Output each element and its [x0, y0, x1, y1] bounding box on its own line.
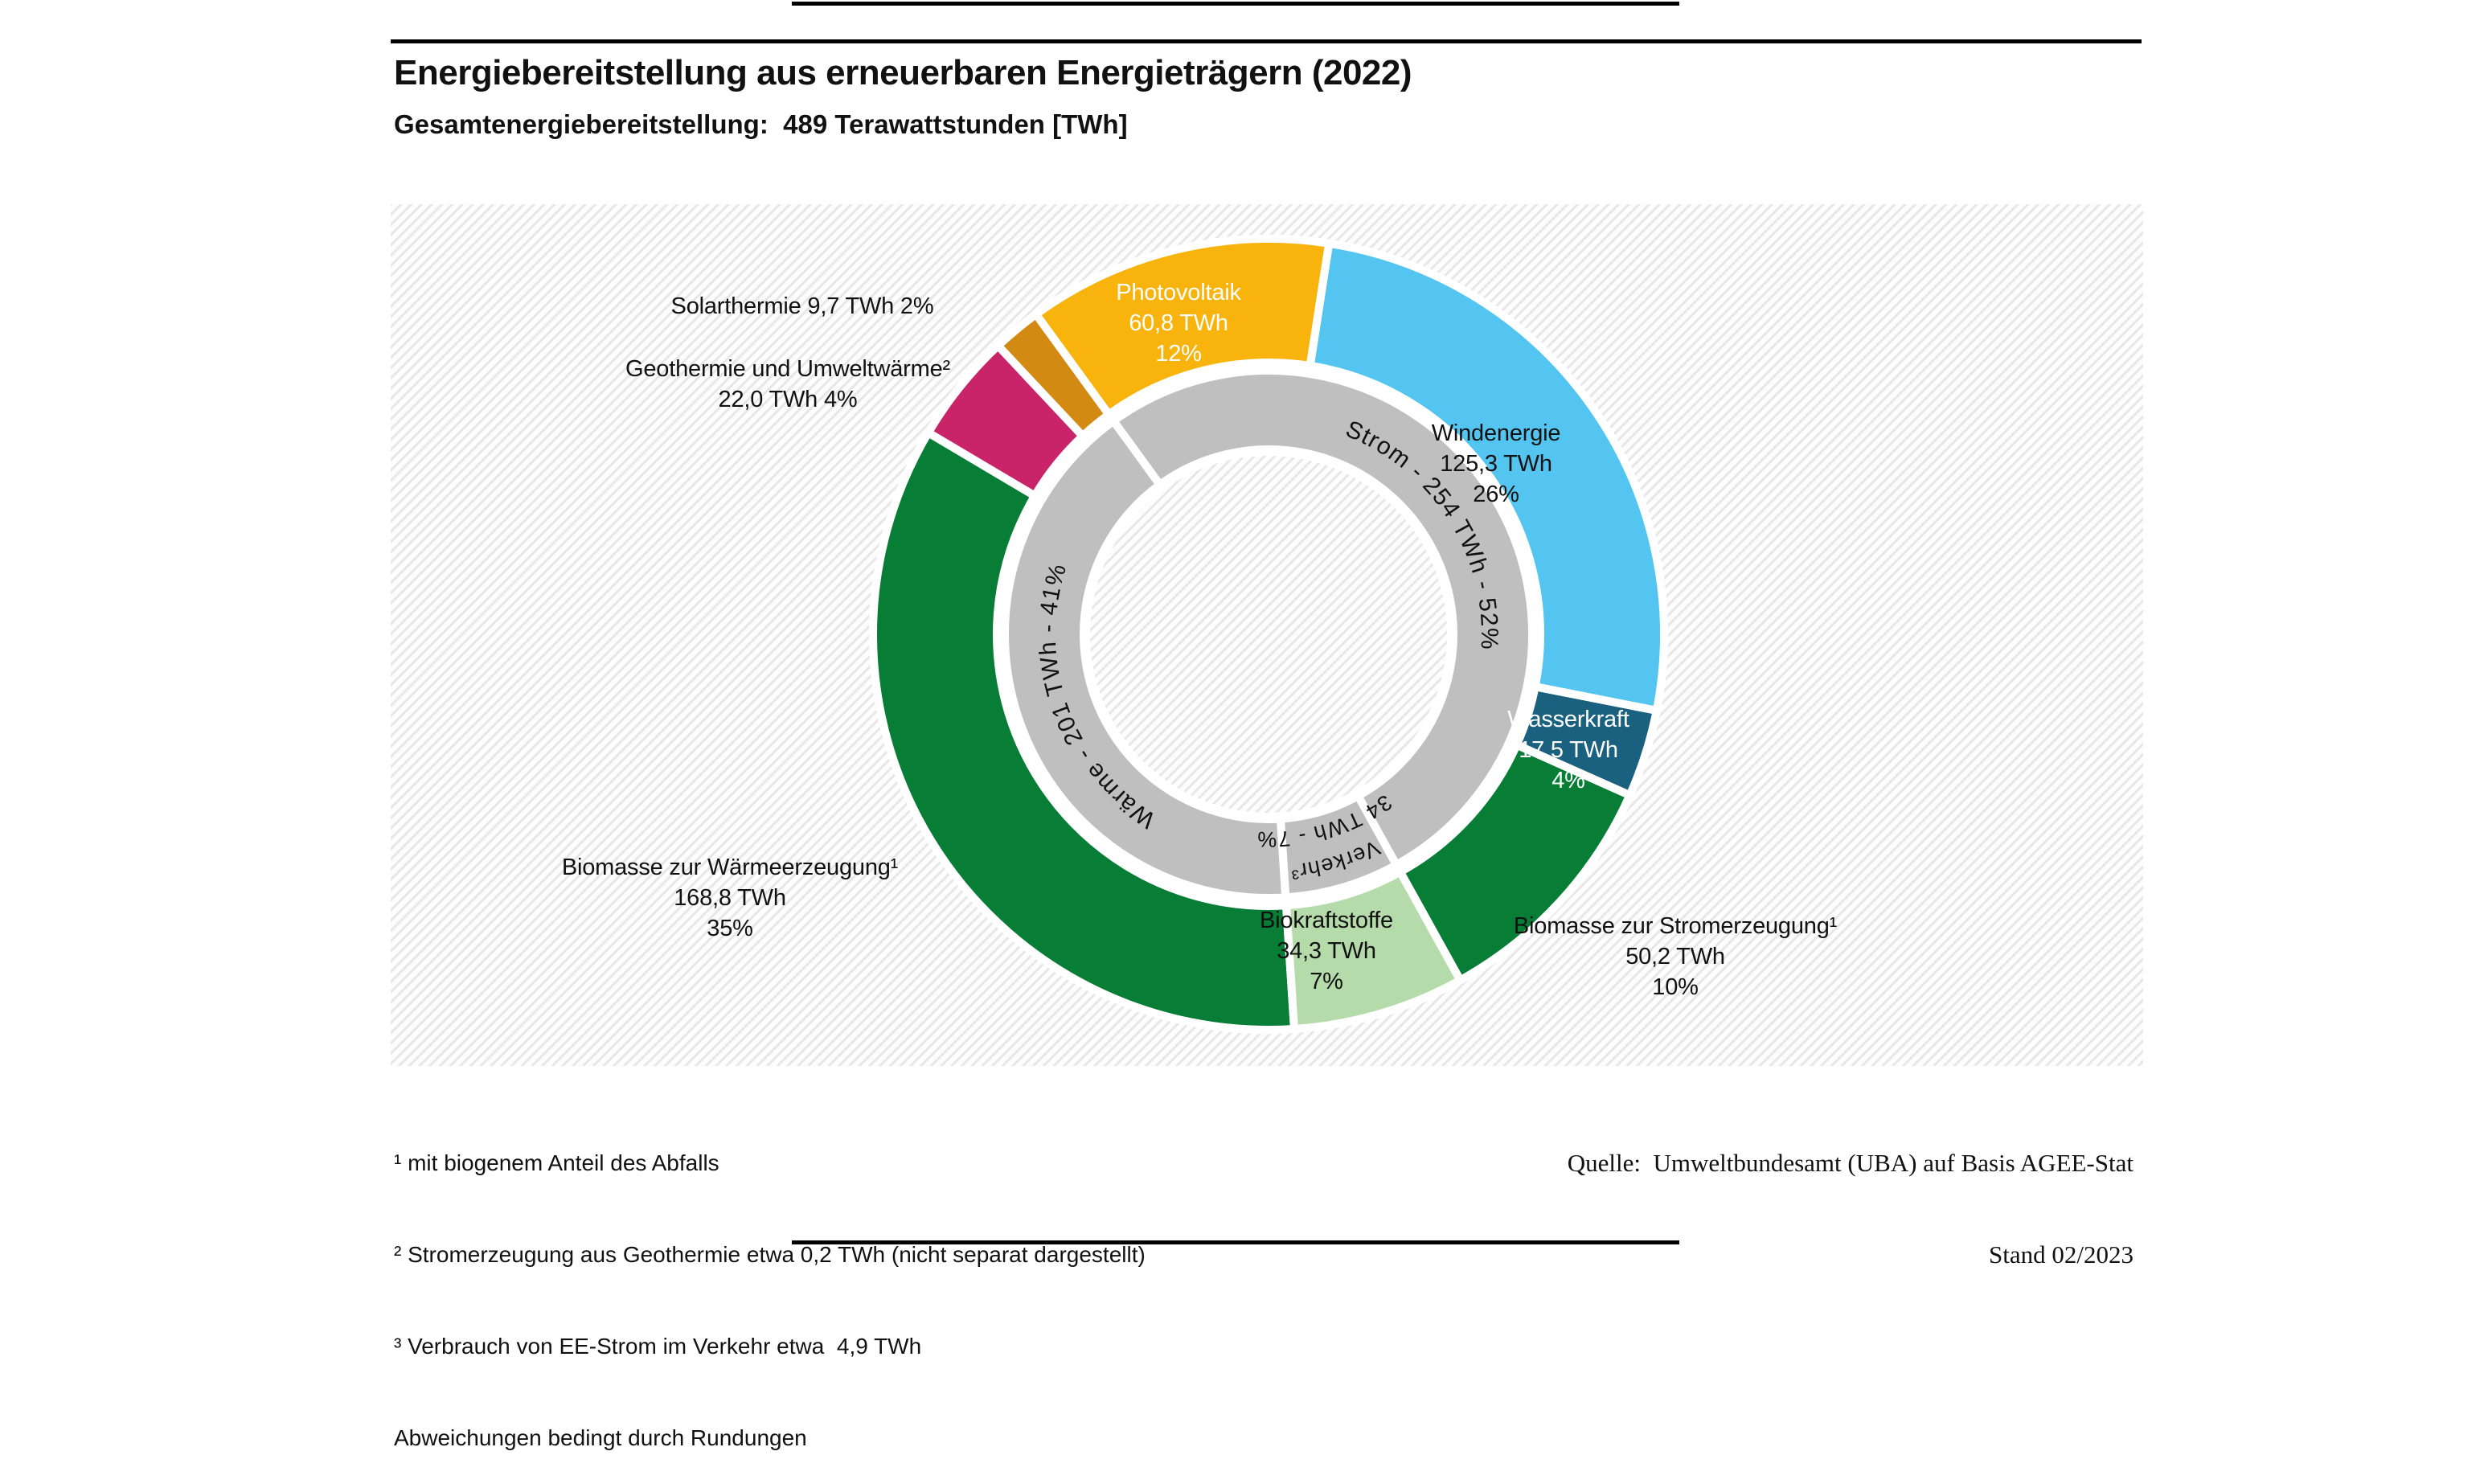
footnotes: ¹ mit biogenem Anteil des Abfalls ² Stro…: [394, 1087, 1146, 1484]
sector-ring-waerme: [1005, 420, 1286, 898]
segment-label-line: 17,5 TWh: [1519, 737, 1618, 763]
segment-biokraftstoffe: [1285, 871, 1461, 1029]
segment-label-line: 22,0 TWh 4%: [718, 387, 858, 412]
source-line: Quelle: Umweltbundesamt (UBA) auf Basis …: [1567, 1149, 2134, 1177]
segment-solarthermie: [998, 314, 1109, 437]
segment-label-line: Biokraftstoffe: [1260, 908, 1393, 933]
donut-chart: Strom - 254 TWh - 52% Verkehr³ 34 TWh - 7%…: [391, 204, 2143, 1066]
segment-label-line: Photovoltaik: [1116, 280, 1241, 305]
segment-label-geothermie: Geothermie und Umweltwärme² 22,0 TWh 4%: [625, 354, 950, 415]
segment-wasserkraft: [1516, 687, 1657, 796]
sector-ring-verkehr: [1280, 796, 1397, 898]
segment-label-biomasse-waerme: Biomasse zur Wärmeerzeugung¹ 168,8 TWh 35%: [562, 852, 898, 944]
segment-label-line: 4%: [1551, 768, 1585, 793]
segment-photovoltaik: [1035, 239, 1330, 415]
segment-label-line: Wasserkraft: [1507, 707, 1629, 732]
donut-hole: [1090, 456, 1447, 813]
segment-label-line: 125,3 TWh: [1440, 451, 1552, 477]
segment-label-wasserkraft: Wasserkraft 17,5 TWh 4%: [1507, 704, 1629, 796]
segment-label-line: 168,8 TWh: [674, 885, 786, 911]
segment-label-line: Biomasse zur Wärmeerzeugung¹: [561, 855, 899, 880]
segment-label-line: 35%: [707, 916, 753, 941]
sector-ring-strom: [1113, 370, 1532, 865]
segment-label-line: 50,2 TWh: [1625, 944, 1725, 970]
bottom-edge-line: [792, 1240, 1679, 1244]
segment-label-line: 60,8 TWh: [1129, 310, 1228, 336]
segment-label-line: 34,3 TWh: [1277, 938, 1376, 964]
segment-label-line: Biomasse zur Stromerzeugung¹: [1513, 913, 1838, 939]
segment-label-windenergie: Windenergie 125,3 TWh 26%: [1432, 418, 1561, 510]
page-subtitle: Gesamtenergiebereitstellung: 489 Terawat…: [394, 109, 1128, 139]
header-rule: [391, 39, 2142, 43]
segment-label-photovoltaik: Photovoltaik 60,8 TWh 12%: [1116, 277, 1241, 369]
segment-label-line: 7%: [1310, 969, 1343, 994]
segment-label-line: 26%: [1473, 482, 1519, 507]
sector-ring-gap-strom: [1108, 367, 1537, 871]
segment-label-line: 12%: [1155, 341, 1202, 367]
segment-gap-biomasse-waerme: [869, 427, 1299, 1034]
segment-biomasse-waerme: [873, 432, 1294, 1030]
segment-label-solarthermie: Solarthermie 9,7 TWh 2%: [671, 291, 934, 322]
segment-label-biomasse-strom: Biomasse zur Stromerzeugung¹ 50,2 TWh 10%: [1514, 911, 1837, 1002]
segment-label-line: Windenergie: [1431, 420, 1561, 446]
segment-label-line: Geothermie und Umweltwärme²: [625, 356, 950, 382]
segment-label-line: Solarthermie 9,7 TWh 2%: [670, 293, 934, 319]
footnote-3: ³ Verbrauch von EE-Strom im Verkehr etwa…: [394, 1334, 922, 1359]
segment-gap-windenergie: [1305, 239, 1668, 715]
segment-label-line: 10%: [1652, 974, 1699, 1000]
segment-windenergie: [1310, 243, 1664, 711]
sector-ring-gap-waerme: [1001, 415, 1290, 902]
segment-gap-solarthermie: [992, 308, 1115, 442]
source-note: Quelle: Umweltbundesamt (UBA) auf Basis …: [1568, 1087, 2134, 1301]
segment-label-biokraftstoffe: Biokraftstoffe 34,3 TWh 7%: [1260, 905, 1393, 997]
page-title: Energiebereitstellung aus erneuerbaren E…: [394, 53, 1412, 92]
footnote-1: ¹ mit biogenem Anteil des Abfalls: [394, 1150, 719, 1175]
footnote-rounding: Abweichungen bedingt durch Rundungen: [394, 1425, 807, 1450]
top-edge-line: [792, 2, 1679, 6]
segment-biomasse-strom: [1400, 744, 1630, 981]
